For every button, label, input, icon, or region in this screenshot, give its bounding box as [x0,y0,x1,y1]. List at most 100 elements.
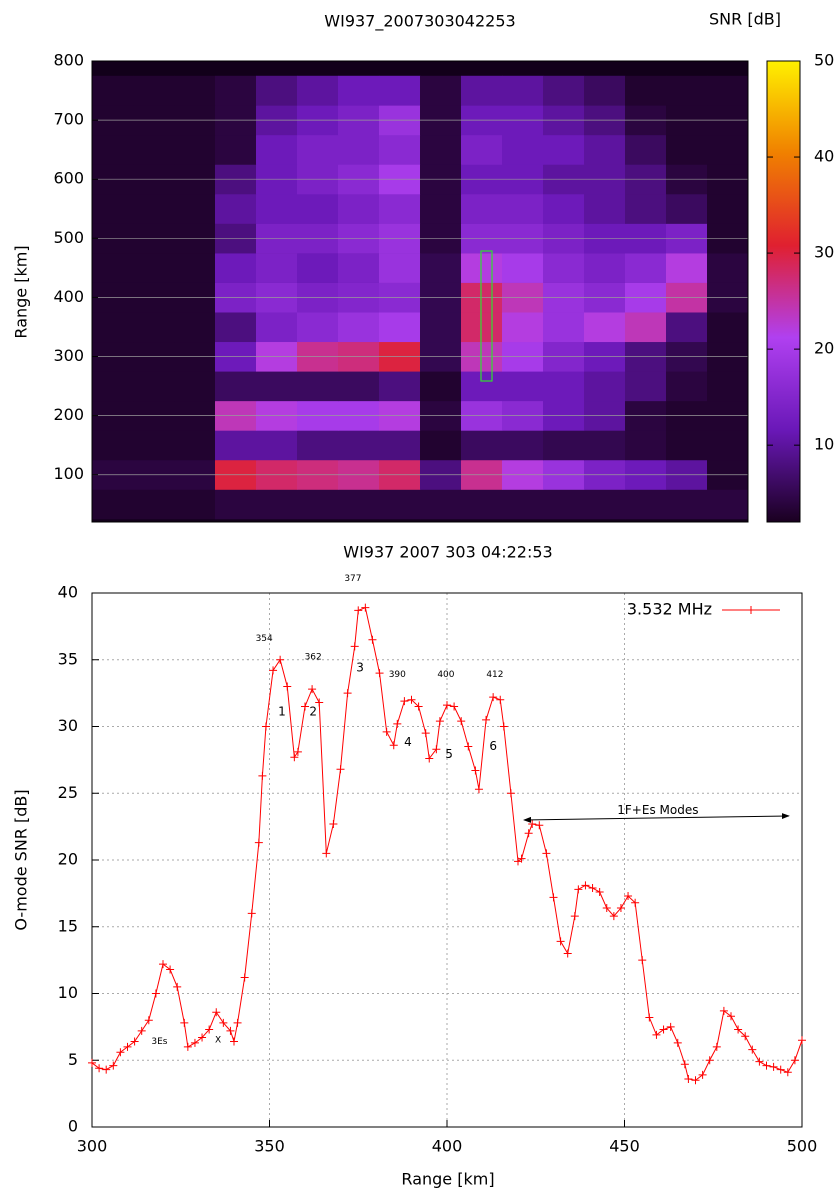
heatmap-cell [338,134,380,165]
heatmap-cell [543,75,585,106]
data-point [609,912,618,921]
data-point [308,685,317,694]
data-point [361,603,370,612]
heatmap-cell [174,371,216,402]
y-tick-label: 600 [53,169,84,188]
data-point [425,754,434,763]
data-point [269,666,278,675]
x-tick-label: 450 [609,1137,640,1156]
heatmap-cell [379,371,421,402]
heatmap-cell [461,430,503,461]
data-point [776,1065,785,1074]
x-tick-label: 350 [254,1137,285,1156]
heatmap-cell [666,134,708,165]
heatmap-cell [215,371,257,402]
data-point [144,1016,153,1025]
heatmap-cell [92,489,134,520]
x-tick-label: 500 [787,1137,818,1156]
annotation: 2 [309,704,317,718]
annotation: 5 [445,747,453,761]
data-point [748,1045,757,1054]
data-point [616,904,625,913]
data-point [471,766,480,775]
heatmap-cell [625,193,667,224]
heatmap-cell [625,75,667,106]
heatmap-cell [625,430,667,461]
data-point [205,1025,214,1034]
data-point [790,1056,799,1065]
data-point [230,1037,238,1046]
heatmap-cell [625,371,667,402]
y-tick-label: 5 [68,1050,78,1069]
heatmap-cell [543,430,585,461]
y-tick-label: 15 [58,916,78,935]
heatmap-cell [379,253,421,283]
data-point [574,885,583,894]
data-point [581,881,590,890]
x-tick-label: 300 [77,1137,108,1156]
colorbar [766,60,801,523]
selection-box [480,250,493,382]
heatmap-cell [297,134,339,165]
data-point [258,771,267,780]
y-tick-label: 25 [58,783,78,802]
heatmap-cell [584,430,626,461]
colorbar-tick-label: 10 [814,435,834,454]
heatmap-cell [379,430,421,461]
data-point [368,635,377,644]
heatmap-cell [707,134,749,165]
heatmap-cell [92,193,134,224]
data-point [783,1068,792,1077]
annotation: 412 [486,670,503,680]
heatmap-cell [297,489,339,520]
heatmap-cell [502,193,544,224]
colorbar-tick-label: 20 [814,339,834,358]
y-tick-label: 800 [53,51,84,70]
data-point [659,1025,668,1034]
heatmap-cell [707,193,749,224]
data-point [645,1013,654,1022]
data-point [464,742,473,751]
heatmap-cell [502,371,544,402]
data-point [673,1038,682,1047]
colorbar-tick-label: 40 [814,147,834,166]
y-tick-label: 40 [58,583,78,602]
heatmap-cell [461,489,503,520]
data-point [283,682,292,691]
data-point [389,741,398,750]
heatmap-cell [584,75,626,106]
data-point [180,1018,189,1027]
heatmap-cell [338,312,380,343]
data-point [457,717,466,726]
data-point [350,642,359,651]
heatmap-cell [379,193,421,224]
data-point [712,1042,721,1051]
data-point [489,693,498,702]
chart-title: WI937 2007 303 04:22:53 [343,543,552,562]
heatmap-cell [92,75,134,106]
data-point [450,702,459,711]
heatmap-cell [215,430,257,461]
heatmap-cell [707,489,749,520]
annotation: 3 [356,660,364,674]
heatmap-cell [215,134,257,165]
legend-label: 3.532 MHz [627,600,712,619]
data-point [631,898,640,907]
x-tick-label: 400 [432,1137,463,1156]
y-tick-label: 20 [58,850,78,869]
data-point [666,1022,675,1031]
data-point [151,989,160,998]
heatmap-cell [461,75,503,106]
heatmap-cell [379,489,421,520]
heatmap-cell [543,253,585,283]
heatmap-cell [625,312,667,343]
colorbar-tick-label: 50 [814,51,834,70]
heatmap-cell [666,489,708,520]
annotation: X [215,1036,221,1046]
data-point [375,669,384,678]
y-axis-label: Range [km] [12,245,31,338]
data-point [563,949,572,958]
heatmap-cell [666,371,708,402]
heatmap-cell [543,134,585,165]
data-point [570,912,579,921]
